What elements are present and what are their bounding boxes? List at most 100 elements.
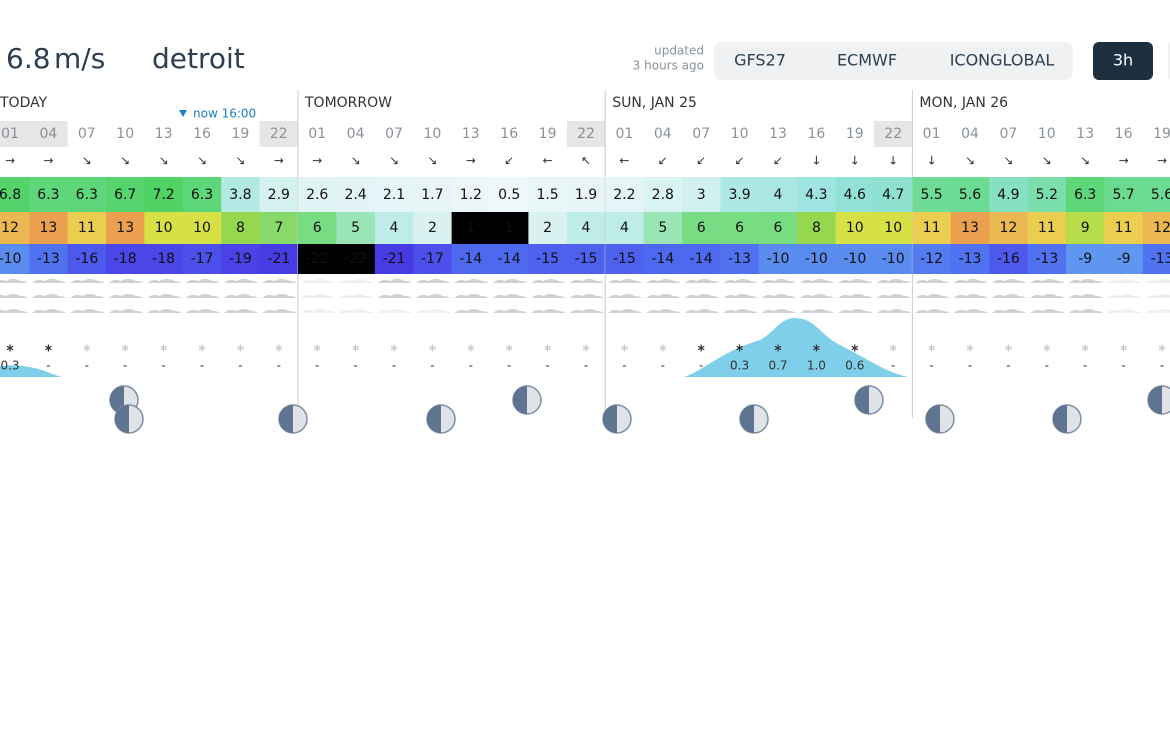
temperature: -19 — [229, 251, 252, 267]
precipitation: - — [353, 359, 357, 373]
cloud — [877, 309, 911, 313]
snow-icon-stroke — [621, 345, 628, 351]
cloud — [262, 309, 297, 313]
cloud — [32, 279, 67, 283]
wind-cell — [413, 177, 453, 212]
temperature: -13 — [1151, 251, 1170, 267]
snow-icon-stroke — [697, 345, 705, 351]
snow-icon — [1005, 344, 1012, 352]
gust-speed: 10 — [884, 220, 902, 236]
temp-cell — [1066, 244, 1105, 274]
cloud — [877, 279, 911, 283]
night-cell — [259, 121, 298, 147]
hour: 19 — [846, 126, 864, 142]
precipitation: - — [584, 359, 588, 373]
cloud — [1107, 309, 1142, 313]
wind-direction: ↙ — [735, 154, 745, 168]
wind-direction: → — [312, 154, 322, 168]
gust-speed: 11 — [78, 220, 96, 236]
gust-cell — [566, 212, 606, 244]
hour: 22 — [270, 126, 288, 142]
day-label: TODAY — [0, 95, 48, 111]
night-cell — [0, 121, 30, 147]
wind-direction: ↙ — [658, 154, 668, 168]
snow-icon — [45, 344, 52, 352]
gust-cell — [643, 212, 683, 244]
snow-icon-stroke — [813, 345, 820, 351]
cloud — [454, 294, 489, 298]
cloud — [262, 294, 297, 298]
cloud — [454, 309, 489, 313]
step-label[interactable]: 3h — [1113, 51, 1133, 70]
cloud — [608, 309, 643, 313]
cloud — [147, 309, 182, 313]
snow-icon — [198, 344, 206, 352]
hour: 01 — [1, 126, 19, 142]
cloud — [70, 309, 105, 313]
gust-speed: 8 — [812, 220, 821, 236]
model-button[interactable]: ECMWF — [837, 51, 897, 70]
moon-shade — [740, 405, 754, 433]
cloud — [224, 294, 259, 298]
hour: 16 — [500, 126, 518, 142]
gust-speed: 11 — [1038, 220, 1056, 236]
cloud — [915, 294, 950, 298]
snow-icon — [928, 344, 935, 352]
hour: 04 — [347, 126, 365, 142]
cloud — [915, 279, 950, 283]
precipitation: - — [699, 359, 703, 373]
wind-direction: ↙ — [773, 154, 783, 168]
cloud — [493, 309, 527, 313]
temp-cell — [29, 244, 69, 274]
model-button[interactable]: ICONGLOBAL — [950, 51, 1055, 70]
step-button[interactable] — [1093, 42, 1153, 80]
snow-icon — [966, 344, 974, 352]
wind-direction: ← — [619, 154, 629, 168]
cloud — [32, 309, 67, 313]
cloud — [569, 279, 604, 283]
wind-direction: → — [43, 154, 53, 168]
moon-shade — [926, 405, 940, 433]
cloud — [185, 309, 220, 313]
precipitation: 0.3 — [730, 359, 749, 373]
snow-icon — [313, 344, 321, 352]
snow-icon — [851, 344, 859, 352]
cloud — [646, 279, 681, 283]
temp-cell — [989, 244, 1029, 274]
wind-direction: → — [1119, 154, 1129, 168]
cloud — [147, 294, 182, 298]
temp-cell — [106, 244, 145, 274]
gust-speed: 8 — [236, 220, 245, 236]
hour: 22 — [577, 126, 595, 142]
cloud — [761, 279, 796, 283]
gust-cell — [259, 212, 299, 244]
model-button[interactable]: GFS27 — [734, 51, 786, 70]
cloud — [992, 309, 1027, 313]
cloud — [70, 279, 105, 283]
wind-direction: ↓ — [811, 154, 821, 168]
gust-speed: 13 — [961, 220, 979, 236]
gust-speed: 9 — [1081, 220, 1090, 236]
temperature: -18 — [114, 251, 137, 267]
gust-cell — [720, 212, 760, 244]
cloud — [1145, 279, 1170, 283]
temp-cell — [1142, 244, 1170, 274]
wind-cell — [336, 177, 376, 212]
wind-cell — [374, 177, 414, 212]
temp-cell — [298, 244, 337, 274]
temperature: -21 — [267, 251, 290, 267]
wind-cell — [259, 177, 299, 212]
snow-icon-stroke — [774, 345, 782, 351]
temperature: -17 — [421, 251, 444, 267]
wind-cell — [490, 177, 529, 212]
snow-icon — [275, 344, 283, 352]
gust-cell — [182, 212, 222, 244]
wind-cell — [298, 177, 337, 212]
cloud — [992, 279, 1027, 283]
cloud — [1107, 279, 1142, 283]
gust-cell — [221, 212, 261, 244]
temp-cell — [720, 244, 760, 274]
day-label: MON, JAN 26 — [919, 95, 1008, 111]
temperature: -12 — [920, 251, 943, 267]
wind-cell — [1104, 177, 1144, 212]
